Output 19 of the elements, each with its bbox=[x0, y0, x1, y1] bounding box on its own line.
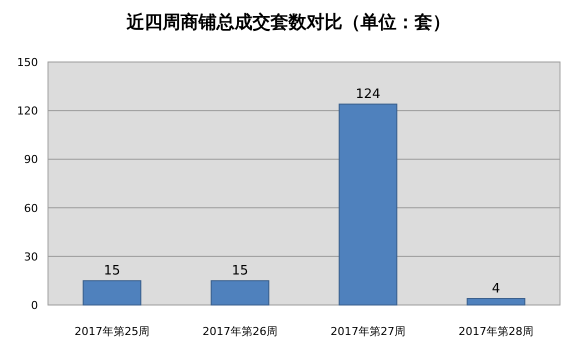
chart-title: 近四周商铺总成交套数对比（单位：套） bbox=[126, 12, 450, 33]
bar bbox=[210, 280, 270, 306]
x-tick-label: 2017年第27周 bbox=[330, 325, 406, 338]
bar bbox=[338, 104, 398, 306]
y-tick-label: 90 bbox=[24, 153, 38, 166]
y-tick-label: 30 bbox=[24, 250, 38, 264]
x-tick-label: 2017年第28周 bbox=[458, 325, 534, 338]
data-label: 124 bbox=[356, 87, 380, 102]
data-label: 4 bbox=[492, 282, 500, 297]
bar bbox=[82, 280, 142, 306]
data-label: 15 bbox=[104, 264, 120, 279]
data-label: 15 bbox=[232, 264, 248, 279]
y-tick-label: 60 bbox=[24, 202, 38, 215]
y-tick-label: 120 bbox=[17, 104, 38, 118]
x-tick-label: 2017年第25周 bbox=[74, 325, 150, 338]
y-tick-label: 150 bbox=[17, 56, 38, 69]
y-tick-label: 0 bbox=[31, 299, 38, 312]
bar bbox=[466, 298, 526, 306]
x-tick-label: 2017年第26周 bbox=[202, 325, 278, 338]
